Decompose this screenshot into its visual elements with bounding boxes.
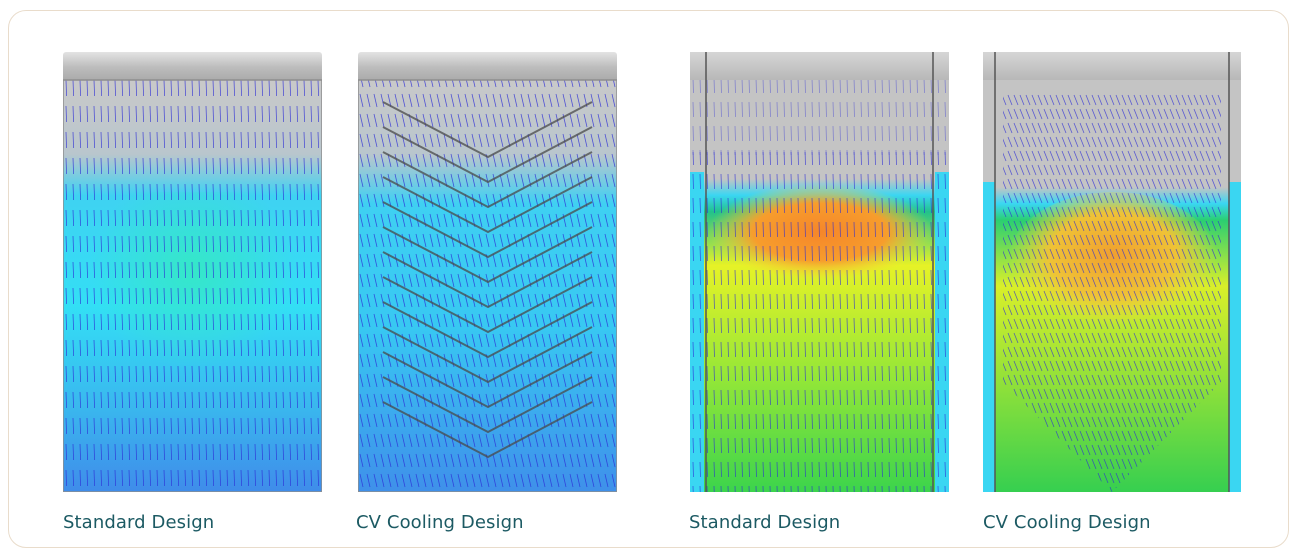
- cv-cooling-design-cold-simulation-image: [358, 52, 617, 492]
- cv-cooling-design-warm-simulation-image: [983, 52, 1241, 492]
- caption-standard-design-2: Standard Design: [689, 512, 841, 533]
- standard-design-cold-simulation-image: [63, 52, 322, 492]
- caption-cv-cooling-design-1: CV Cooling Design: [356, 512, 524, 533]
- standard-design-warm-simulation-image: [690, 52, 949, 492]
- caption-cv-cooling-design-2: CV Cooling Design: [983, 512, 1151, 533]
- caption-standard-design-1: Standard Design: [63, 512, 215, 533]
